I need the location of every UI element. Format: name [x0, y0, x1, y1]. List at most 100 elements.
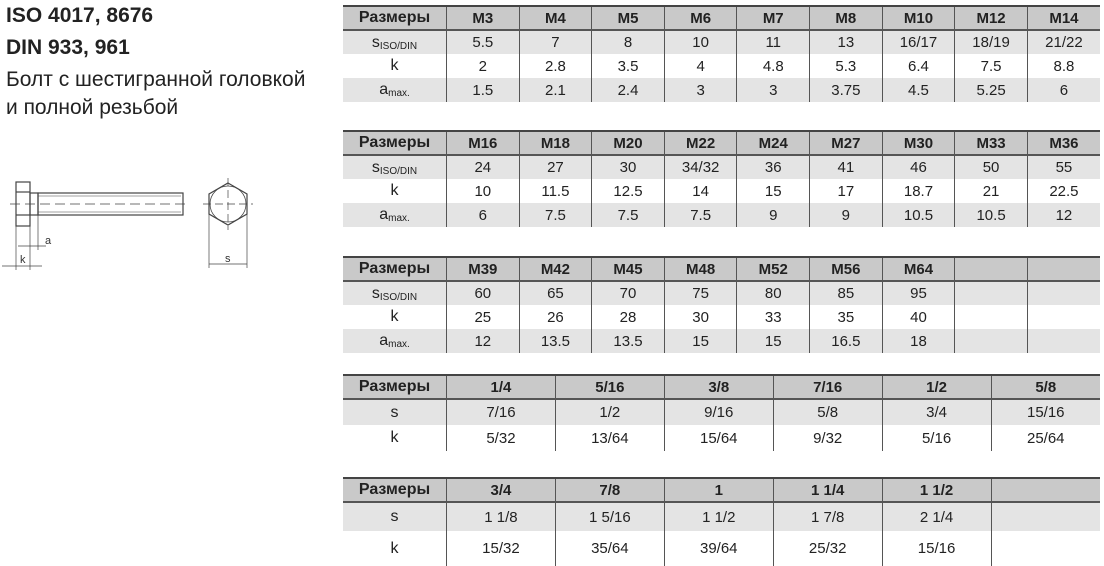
dimension-s-label: s	[225, 253, 231, 265]
size-header-cell: M30	[881, 130, 955, 156]
size-header-cell: M3	[446, 5, 520, 31]
value-cell	[954, 281, 1028, 305]
value-cell: 15/32	[446, 531, 556, 566]
value-cell: 36	[736, 155, 810, 179]
table-row: sISO/DIN 60 65 70 75 80 85 95	[343, 281, 1100, 305]
value-cell: 65	[518, 281, 592, 305]
value-cell: 60	[446, 281, 520, 305]
table-row: amax. 6 7.5 7.5 7.5 9 9 10.5 10.5 12	[343, 203, 1100, 227]
value-cell: 7.5	[954, 54, 1028, 78]
size-header-cell: M33	[954, 130, 1028, 156]
size-header-cell: M5	[591, 5, 665, 31]
value-cell: 5/16	[881, 425, 992, 451]
value-cell: 5/32	[446, 425, 556, 451]
value-cell: 9	[809, 203, 883, 227]
value-cell	[1026, 305, 1100, 329]
size-header-cell: 3/4	[446, 477, 556, 503]
value-cell: 7.5	[591, 203, 665, 227]
table-row: amax. 1.5 2.1 2.4 3 3 3.75 4.5 5.25 6	[343, 78, 1100, 102]
size-header-label: Размеры	[343, 130, 447, 156]
size-header-cell: M10	[881, 5, 955, 31]
value-cell: 2 1/4	[881, 502, 992, 531]
value-cell: 22.5	[1026, 179, 1100, 203]
size-header-cell: M52	[736, 256, 810, 282]
value-cell: 21/22	[1026, 30, 1100, 54]
size-header-cell: M16	[446, 130, 520, 156]
value-cell: 6.4	[881, 54, 955, 78]
value-cell: 9	[736, 203, 810, 227]
value-cell: 10	[663, 30, 737, 54]
value-cell: 16.5	[809, 329, 883, 353]
value-cell: 1 7/8	[772, 502, 883, 531]
size-header-cell: 7/16	[772, 374, 883, 400]
value-cell: 18.7	[881, 179, 955, 203]
value-cell: 10.5	[881, 203, 955, 227]
table-row: k 5/32 13/64 15/64 9/32 5/16 25/64	[343, 425, 1100, 451]
size-header-cell: M22	[663, 130, 737, 156]
row-label-symbol: s	[371, 33, 380, 51]
value-cell: 41	[809, 155, 883, 179]
value-cell	[1026, 329, 1100, 353]
value-cell: 11.5	[518, 179, 592, 203]
header-row: Размеры 3/4 7/8 1 1 1/4 1 1/2	[343, 477, 1100, 503]
value-cell: 55	[1026, 155, 1100, 179]
row-label: amax.	[343, 329, 447, 353]
inch-table-1: Размеры 1/4 5/16 3/8 7/16 1/2 5/8 s 7/16 1/2 9/16 5…	[343, 374, 1100, 451]
value-cell: 15/16	[990, 399, 1100, 425]
size-header-cell	[954, 256, 1028, 282]
metric-table-3: Размеры M39 M42 M45 M48 M52 M56 M64 sISO/DIN 60 65…	[343, 256, 1100, 353]
value-cell: 15	[663, 329, 737, 353]
size-header-cell: M7	[736, 5, 810, 31]
size-header-cell: 1 1/4	[772, 477, 883, 503]
value-cell: 9/16	[663, 399, 774, 425]
value-cell: 5.3	[809, 54, 883, 78]
row-label: k	[343, 531, 447, 566]
value-cell: 13.5	[591, 329, 665, 353]
value-cell: 95	[881, 281, 955, 305]
value-cell: 15	[736, 329, 810, 353]
size-header-cell: 1/2	[881, 374, 992, 400]
value-cell: 25	[446, 305, 520, 329]
value-cell: 7.5	[518, 203, 592, 227]
value-cell	[990, 531, 1100, 566]
description-line2: и полной резьбой	[6, 96, 179, 119]
value-cell: 4	[663, 54, 737, 78]
row-label: k	[343, 54, 447, 78]
table-row: sISO/DIN 5.5 7 8 10 11 13 16/17 18/19 21/22	[343, 30, 1100, 54]
bolt-drawing: a k s	[2, 178, 253, 270]
value-cell: 2.4	[591, 78, 665, 102]
size-header-label: Размеры	[343, 477, 447, 503]
value-cell: 18/19	[954, 30, 1028, 54]
row-label-subscript: ISO/DIN	[379, 40, 418, 52]
table-row: amax. 12 13.5 13.5 15 15 16.5 18	[343, 329, 1100, 353]
size-header-cell: M64	[881, 256, 955, 282]
table-row: s 1 1/8 1 5/16 1 1/2 1 7/8 2 1/4	[343, 502, 1100, 531]
value-cell: 2.8	[518, 54, 592, 78]
value-cell: 35	[809, 305, 883, 329]
standard-title: ISO 4017, 8676	[6, 4, 154, 27]
value-cell: 15/64	[663, 425, 774, 451]
size-header-cell: M24	[736, 130, 810, 156]
size-header-cell: M45	[591, 256, 665, 282]
row-label: sISO/DIN	[343, 281, 447, 305]
value-cell: 1/2	[554, 399, 665, 425]
table-row: k 25 26 28 30 33 35 40	[343, 305, 1100, 329]
size-header-cell: 1/4	[446, 374, 556, 400]
value-cell: 3.75	[809, 78, 883, 102]
value-cell: 18	[881, 329, 955, 353]
row-label-symbol: s	[371, 158, 380, 176]
size-header-label: Размеры	[343, 5, 447, 31]
row-label: k	[343, 305, 447, 329]
value-cell: 6	[1026, 78, 1100, 102]
table-row: sISO/DIN 24 27 30 34/32 36 41 46 50 55	[343, 155, 1100, 179]
value-cell: 70	[591, 281, 665, 305]
value-cell: 21	[954, 179, 1028, 203]
value-cell	[990, 502, 1100, 531]
value-cell	[954, 305, 1028, 329]
size-header-cell: 3/8	[663, 374, 774, 400]
row-label: sISO/DIN	[343, 30, 447, 54]
size-header-cell: M12	[954, 5, 1028, 31]
value-cell: 15	[736, 179, 810, 203]
standard-subtitle: DIN 933, 961	[6, 36, 130, 59]
size-header-cell: M20	[591, 130, 665, 156]
